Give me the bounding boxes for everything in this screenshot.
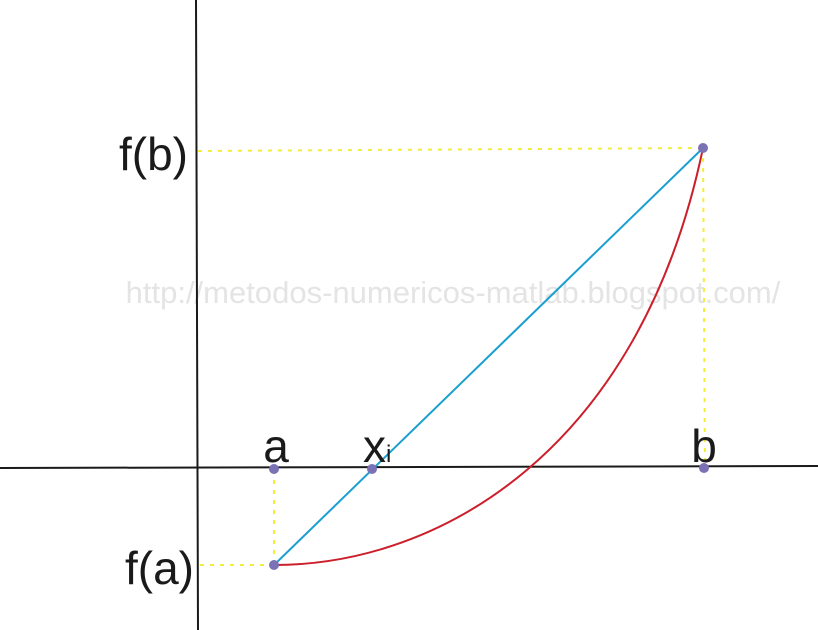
- label-xi: xi: [363, 420, 391, 472]
- point-fb: [698, 143, 708, 153]
- x-axis: [0, 465, 818, 469]
- point-a: [269, 464, 279, 474]
- y-axis: [195, 0, 199, 630]
- guide-fb-horizontal: [197, 147, 703, 152]
- label-fb: f(b): [119, 128, 188, 180]
- label-xi-main: x: [363, 420, 386, 472]
- label-xi-subscript: i: [386, 441, 391, 468]
- label-fa: f(a): [125, 542, 194, 594]
- label-a: a: [263, 420, 289, 472]
- watermark-text: http://metodos-numericos-matlab.blogspot…: [126, 275, 781, 310]
- point-xi: [367, 464, 377, 474]
- secant-line: [273, 147, 704, 566]
- label-b: b: [691, 420, 717, 472]
- function-curve: [273, 147, 704, 566]
- guide-b-vertical: [702, 147, 706, 469]
- point-fa: [269, 560, 279, 570]
- point-b: [699, 463, 709, 473]
